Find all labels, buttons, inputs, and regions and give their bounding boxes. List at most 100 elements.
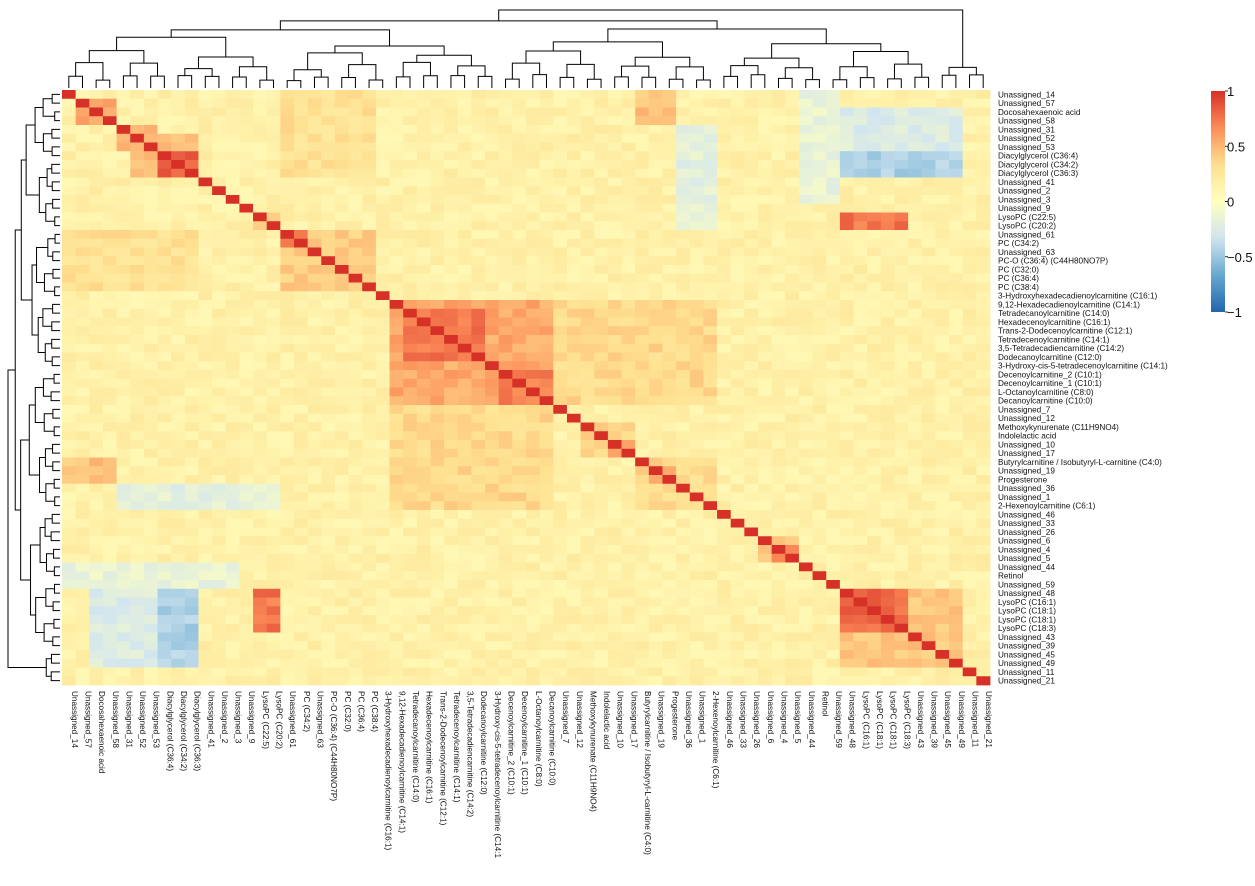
heatmap-cell <box>676 98 691 108</box>
heatmap-cell <box>389 632 404 642</box>
heatmap-cell <box>171 632 186 642</box>
heatmap-cell <box>744 483 759 493</box>
heatmap-cell <box>403 606 418 616</box>
heatmap-cell <box>225 352 240 362</box>
heatmap-cell <box>389 571 404 581</box>
heatmap-cell <box>594 580 609 590</box>
heatmap-cell <box>880 107 895 117</box>
heatmap-cell <box>908 221 923 231</box>
heatmap-cell <box>553 658 568 668</box>
heatmap-cell <box>730 300 745 310</box>
heatmap-cell <box>225 160 240 170</box>
heatmap-cell <box>485 422 500 432</box>
heatmap-cell <box>908 413 923 423</box>
column-label: Unassigned_19 <box>657 691 666 748</box>
heatmap-cell <box>935 133 950 143</box>
heatmap-cell <box>171 457 186 467</box>
heatmap-cell <box>375 361 390 371</box>
heatmap-cell <box>116 641 131 651</box>
heatmap-cell <box>908 545 923 555</box>
heatmap-cell <box>962 361 977 371</box>
heatmap-cell <box>758 606 773 616</box>
heatmap-cell <box>102 553 117 563</box>
heatmap-cell <box>976 370 991 380</box>
heatmap-cell <box>198 510 213 520</box>
heatmap-cell <box>403 98 418 108</box>
heatmap-cell <box>935 387 950 397</box>
heatmap-cell <box>867 650 882 660</box>
heatmap-cell <box>935 615 950 625</box>
heatmap-cell <box>717 160 732 170</box>
heatmap-cell <box>62 431 77 441</box>
heatmap-cell <box>594 606 609 616</box>
heatmap-cell <box>157 440 172 450</box>
heatmap-cell <box>676 545 691 555</box>
heatmap-cell <box>457 212 472 222</box>
heatmap-cell <box>607 335 622 345</box>
heatmap-cell <box>949 553 964 563</box>
heatmap-cell <box>949 107 964 117</box>
row-label: 9,12-Hexadecadienoylcarnitine (C14:1) <box>998 300 1140 309</box>
heatmap-cell <box>266 203 281 213</box>
heatmap-cell <box>812 168 827 178</box>
heatmap-cell <box>730 361 745 371</box>
heatmap-cell <box>894 510 909 520</box>
heatmap-cell <box>294 510 309 520</box>
heatmap-cell <box>198 186 213 196</box>
heatmap-cell <box>812 396 827 406</box>
heatmap-cell <box>239 308 254 318</box>
heatmap-cell <box>662 553 677 563</box>
heatmap-cell <box>621 90 636 100</box>
heatmap-cell <box>389 326 404 336</box>
heatmap-cell <box>949 667 964 677</box>
heatmap-cell <box>321 483 336 493</box>
heatmap-cell <box>457 282 472 292</box>
heatmap-cell <box>130 90 145 100</box>
heatmap-cell <box>471 650 486 660</box>
heatmap-cell <box>321 396 336 406</box>
heatmap-cell <box>130 265 145 275</box>
heatmap-cell <box>294 658 309 668</box>
heatmap-cell <box>239 98 254 108</box>
heatmap-cell <box>921 580 936 590</box>
heatmap-cell <box>157 125 172 135</box>
heatmap-cell <box>403 562 418 572</box>
heatmap-cell <box>771 413 786 423</box>
heatmap-cell <box>375 405 390 415</box>
heatmap-cell <box>171 142 186 152</box>
heatmap-cell <box>403 387 418 397</box>
heatmap-cell <box>157 90 172 100</box>
heatmap-cell <box>198 475 213 485</box>
heatmap-cell <box>607 580 622 590</box>
heatmap-cell <box>635 203 650 213</box>
heatmap-cell <box>171 448 186 458</box>
heatmap-cell <box>785 658 800 668</box>
heatmap-cell <box>826 133 841 143</box>
heatmap-cell <box>225 361 240 371</box>
heatmap-cell <box>758 326 773 336</box>
heatmap-cell <box>334 440 349 450</box>
heatmap-cell <box>553 405 568 415</box>
heatmap-cell <box>894 361 909 371</box>
heatmap-cell <box>307 597 322 607</box>
heatmap-cell <box>375 370 390 380</box>
heatmap-cell <box>212 291 227 301</box>
heatmap-cell <box>307 387 322 397</box>
heatmap-cell <box>389 317 404 327</box>
heatmap-cell <box>403 492 418 502</box>
heatmap-cell <box>853 510 868 520</box>
heatmap-cell <box>676 160 691 170</box>
heatmap-cell <box>935 641 950 651</box>
heatmap-cell <box>676 168 691 178</box>
heatmap-cell <box>785 676 800 686</box>
heatmap-cell <box>239 623 254 633</box>
heatmap-cell <box>307 667 322 677</box>
heatmap-cell <box>294 387 309 397</box>
heatmap-cell <box>471 300 486 310</box>
heatmap-cell <box>962 448 977 458</box>
heatmap-cell <box>662 107 677 117</box>
heatmap-cell <box>321 431 336 441</box>
heatmap-cell <box>662 501 677 511</box>
heatmap-cell <box>498 160 513 170</box>
heatmap-cell <box>717 195 732 205</box>
